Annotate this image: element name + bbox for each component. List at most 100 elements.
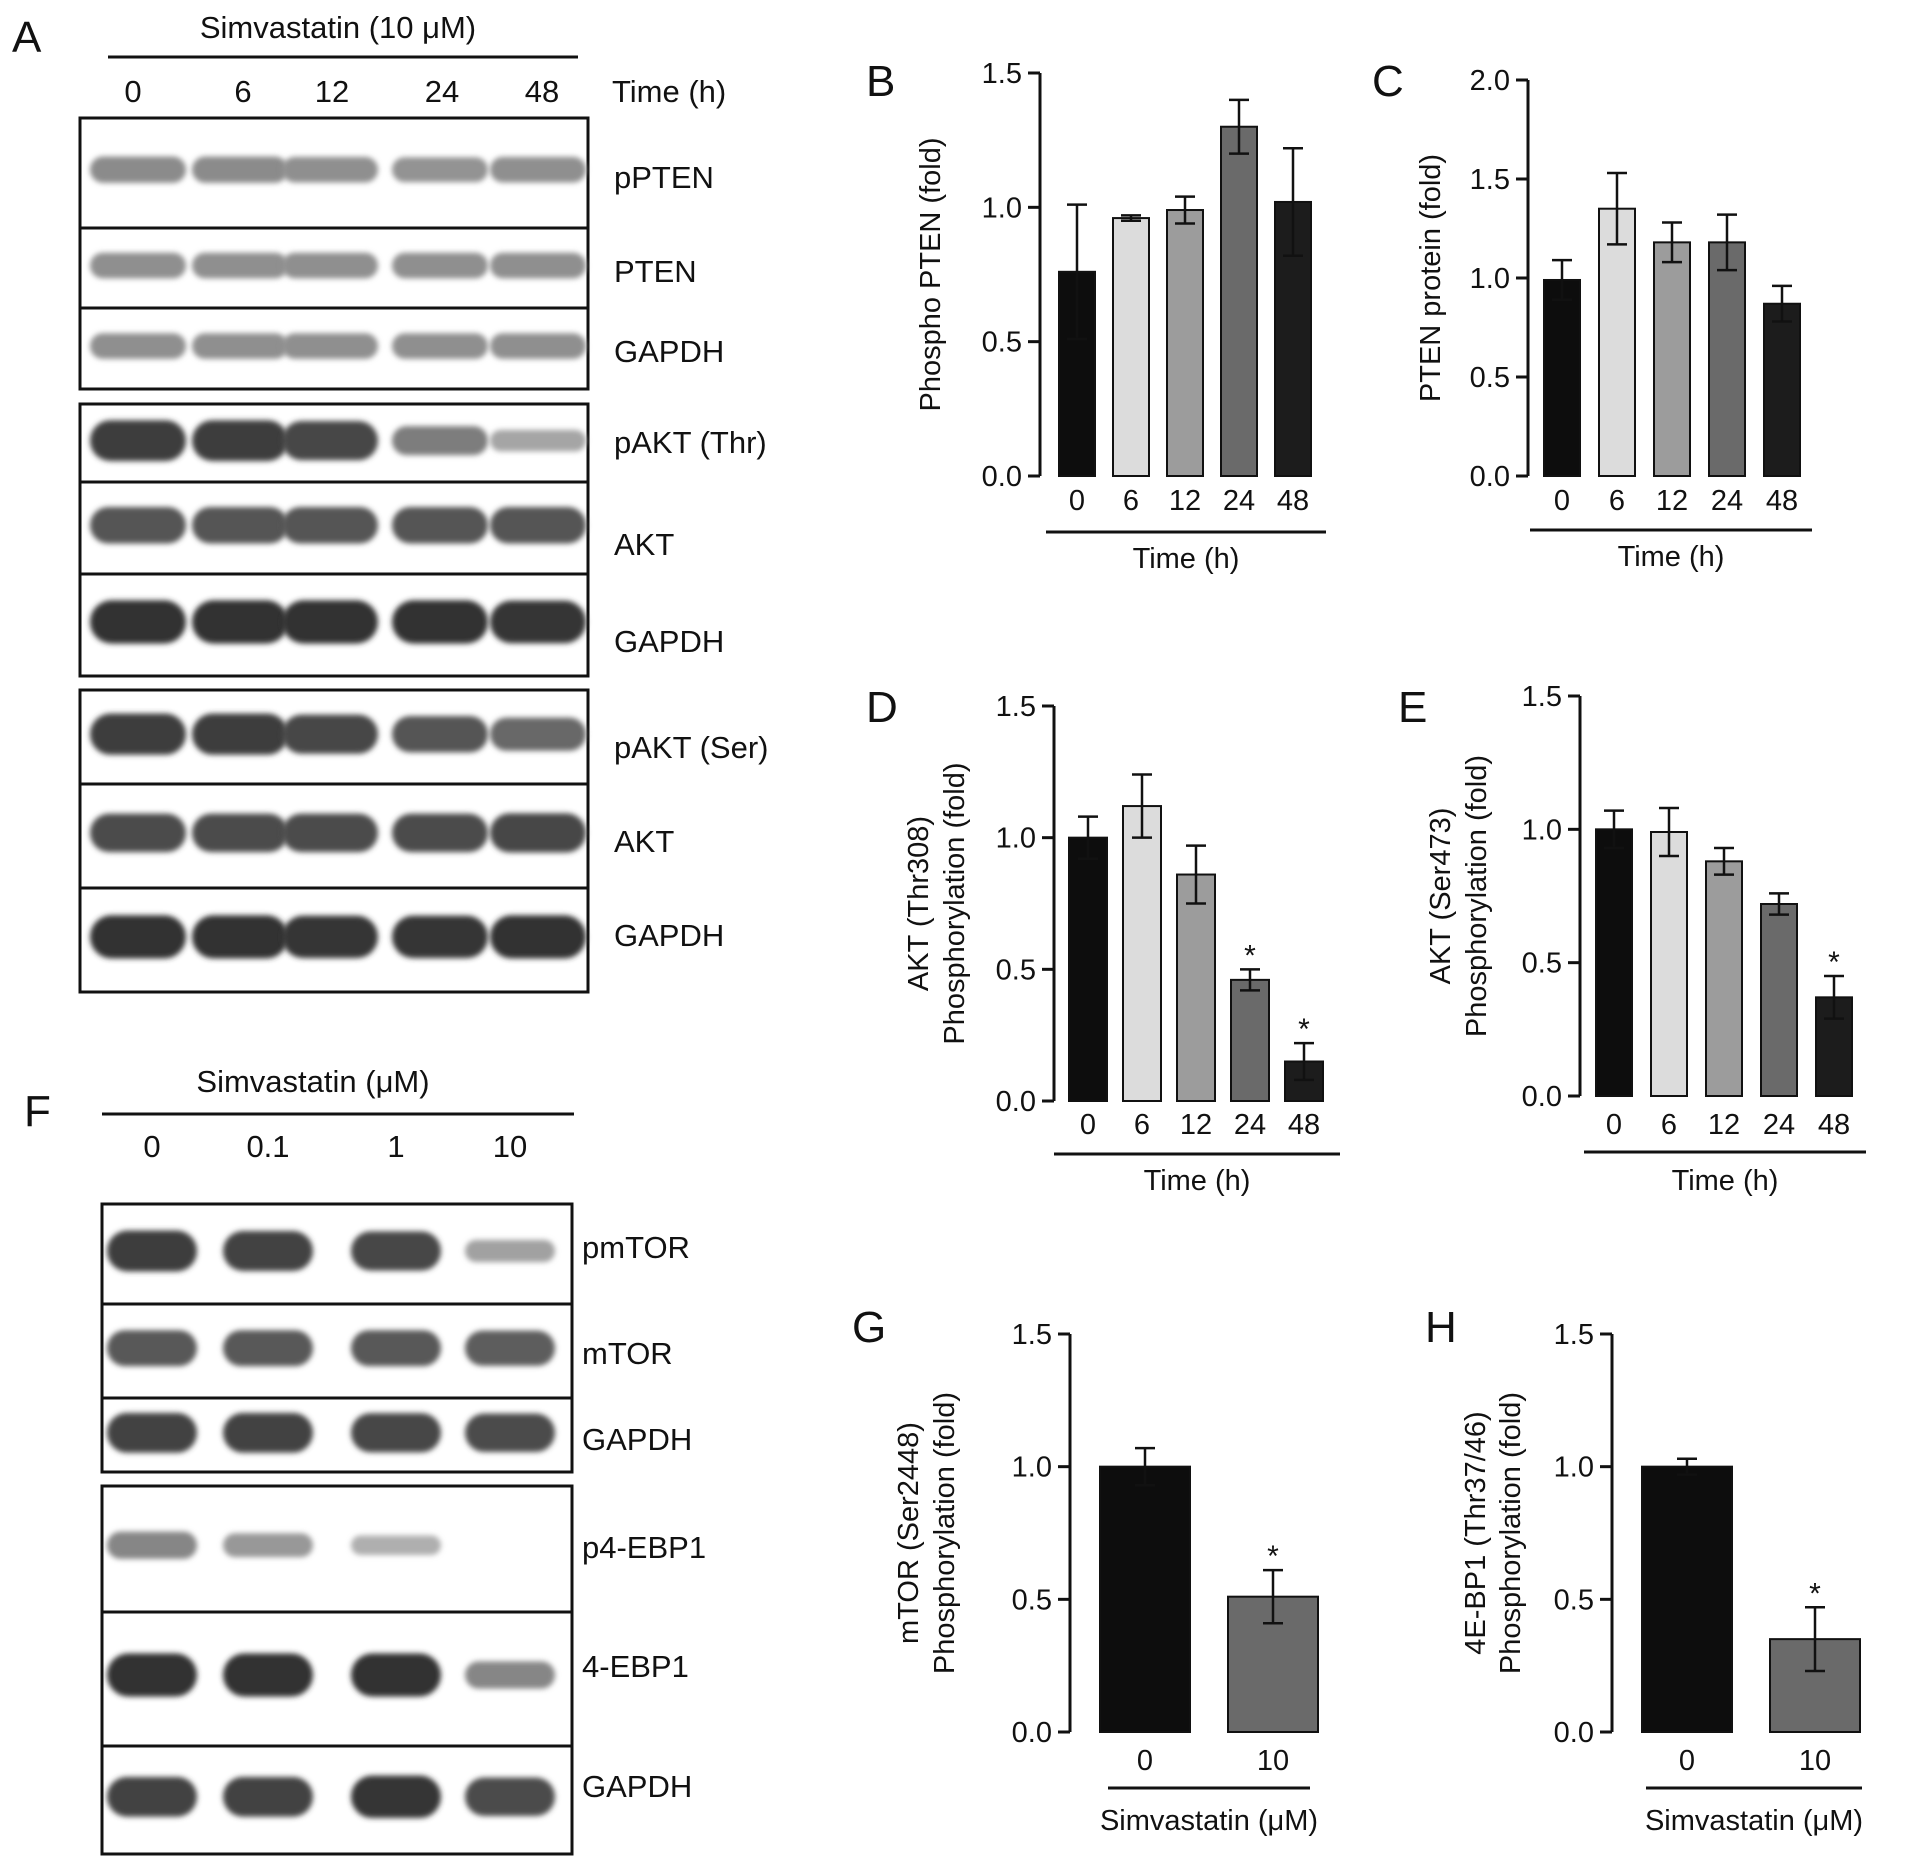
panel-letter-h: H [1425,1303,1457,1352]
blot-a-band [90,600,186,644]
y-tick-label: 1.0 [1522,814,1562,846]
blot-a-lane-label: 48 [525,74,559,109]
x-tick-label: 12 [1169,485,1201,517]
y-tick-label: 1.5 [1554,1319,1594,1351]
blot-a-band [282,813,378,853]
x-tick-label: 48 [1288,1109,1320,1141]
blot-a-lane-label: 24 [425,74,459,109]
blot-a-band-label: pAKT (Thr) [614,425,767,460]
y-tick-label: 1.0 [996,823,1036,855]
blot-f-treatment-label: Simvastatin (μM) [196,1064,429,1099]
blot-f-band [351,1330,441,1367]
blot-f-band-label: GAPDH [582,1769,692,1804]
x-tick-label: 0 [1137,1745,1153,1777]
blot-a-band-label: PTEN [614,254,697,289]
x-tick-label: 0 [1080,1109,1096,1141]
y-tick-label: 1.0 [1012,1452,1052,1484]
blot-a-band [392,915,488,959]
chart-e: 0.0 0.5 1.0 1.5 0 6 12 24 * 48 Time (h) AKT (Ser473… [1425,681,1866,1197]
blot-a-band [90,252,186,279]
y-tick-label: 0.0 [1012,1717,1052,1749]
blot-a-band [282,156,378,183]
blot-a-band [392,252,488,279]
panel-letter-c: C [1372,57,1404,106]
y-tick-label: 0.5 [982,327,1022,359]
x-axis-title: Simvastatin (μM) [1100,1805,1318,1837]
y-tick-label: 0.5 [996,954,1036,986]
blot-a-band [90,507,186,544]
blot-a-band [90,156,186,183]
x-tick-label: 6 [1661,1109,1677,1141]
panel-letter-d: D [866,683,898,732]
blot-f-band [107,1653,197,1697]
blot-f-band [351,1653,441,1697]
bar [1122,805,1162,1102]
x-tick-label: 0 [1679,1745,1695,1777]
blot-a-band-label: AKT [614,527,674,562]
blot-a-band [282,252,378,279]
y-tick-label: 0.5 [1554,1584,1594,1616]
blot-a-band [90,915,186,959]
y-tick-label: 0.5 [1522,948,1562,980]
blot-a-band [192,156,288,183]
blot-a-band [192,915,288,959]
x-tick-label: 0 [1554,485,1570,517]
blot-a-band [490,915,586,959]
bar [1595,828,1633,1097]
blot-a [78,116,590,994]
blot-f-band [223,1231,313,1271]
y-axis-title: Phospho PTEN (fold) [915,137,947,411]
significance-marker: * [1809,1577,1821,1610]
y-tick-label: 1.0 [1470,263,1510,295]
blot-a-band [490,507,586,544]
bar [1763,302,1801,477]
blot-a-band [192,713,288,755]
blot-a-band [192,333,288,359]
y-tick-label: 1.5 [1470,164,1510,196]
blot-a-band [282,421,378,461]
blot-f-band-label: 4-EBP1 [582,1649,689,1684]
x-axis-title: Simvastatin (μM) [1645,1805,1863,1837]
x-tick-label: 12 [1656,485,1688,517]
blot-a-lane-axis-label: Time (h) [612,74,726,109]
bar [1099,1465,1191,1733]
blot-f-band [351,1413,441,1453]
bar [1708,241,1746,477]
chart-c: 0.0 0.5 1.0 1.5 2.0 0 6 12 24 48 Time (h) PTEN prot… [1415,65,1812,573]
blot-f-band [465,1330,555,1366]
blot-a-band [490,717,586,751]
blot-f-band [465,1413,555,1453]
panel-letter-b: B [866,57,895,106]
blot-a-band [392,507,488,544]
blot-a-band [90,713,186,755]
blot-f-band-label: mTOR [582,1336,673,1371]
blot-f-band [223,1653,313,1697]
blot-f-lane-label: 10 [493,1129,527,1164]
bar [1760,903,1798,1097]
significance-marker: * [1828,946,1840,979]
blot-a-band [192,252,288,279]
x-tick-label: 6 [1609,485,1625,517]
x-axis-title: Time (h) [1672,1165,1779,1197]
y-tick-label: 1.5 [1012,1319,1052,1351]
blot-a-band [392,600,488,644]
blot-f-band-label: pmTOR [582,1230,690,1265]
blot-a-band [392,715,488,753]
x-tick-label: 48 [1818,1109,1850,1141]
y-axis-title: mTOR (Ser2448) [893,1422,925,1644]
y-axis-title: Phosphorylation (fold) [1495,1392,1527,1674]
bar [1220,125,1258,477]
x-tick-label: 24 [1763,1109,1795,1141]
significance-marker: * [1267,1540,1279,1573]
chart-d: 0.0 0.5 1.0 1.5 0 6 12 * 24 * 48 Time (h) AKT (Thr30… [903,691,1340,1197]
x-tick-label: 48 [1766,485,1798,517]
significance-marker: * [1244,939,1256,972]
blot-a-band-label: GAPDH [614,334,724,369]
y-axis-title: Phosphorylation (fold) [929,1392,961,1674]
blot-f-band [107,1330,197,1367]
y-tick-label: 0.5 [1470,362,1510,394]
x-tick-label: 12 [1180,1109,1212,1141]
bar-charts: 0.0 0.5 1.0 1.5 0 6 12 24 48 Time (h) Phospho PTEN… [893,58,1866,1837]
x-axis-title: Time (h) [1618,541,1725,573]
y-tick-label: 2.0 [1470,65,1510,97]
